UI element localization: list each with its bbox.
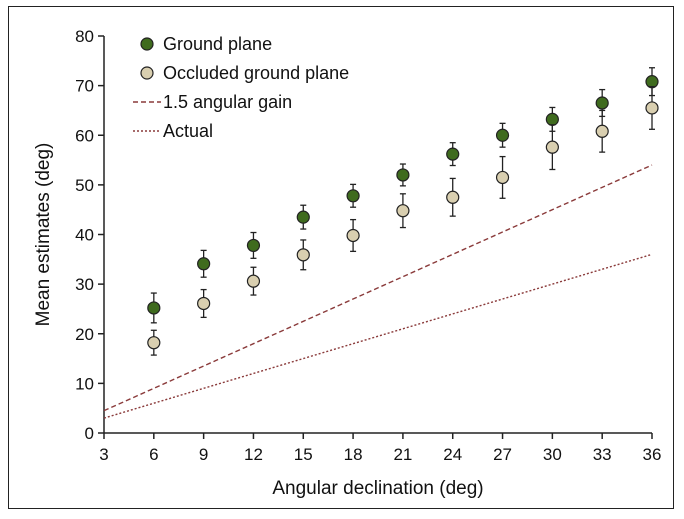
y-tick-label: 0 [85,424,94,443]
x-tick-label: 36 [643,445,662,464]
data-point [246,266,261,296]
series-line-3 [103,253,653,419]
y-tick-label: 10 [75,374,94,393]
data-point [495,122,510,148]
data-point [595,109,609,153]
data-points [147,67,659,356]
x-tick-label: 12 [244,445,263,464]
y-tick-label: 20 [75,325,94,344]
x-tick-label: 18 [344,445,363,464]
y-tick-label: 30 [75,275,94,294]
data-point [396,193,410,229]
series-line-2 [103,164,653,412]
point-marker [296,248,310,262]
point-marker [446,190,460,204]
legend-marker [140,37,154,51]
point-marker [595,124,609,138]
point-marker [545,112,559,126]
data-point [296,239,310,271]
axis-labels: Angular declination (deg) Mean estimates … [33,143,484,499]
data-point [396,163,410,187]
x-tick-label: 9 [199,445,208,464]
data-point [545,124,559,171]
x-tick-label: 24 [443,445,462,464]
point-marker [645,75,659,89]
data-point [346,183,360,208]
point-marker [495,170,510,185]
data-point [495,155,510,199]
y-tick-label: 60 [75,126,94,145]
data-point [446,177,460,217]
data-point [147,329,161,356]
legend-label: Actual [163,121,213,141]
reference-lines [103,164,653,419]
point-marker [296,210,310,224]
x-tick-label: 27 [493,445,512,464]
point-marker [197,296,211,311]
point-marker [396,168,410,182]
chart-figure: 0 10 20 30 40 50 60 70 80 3 6 9 12 15 18 21 24 27 30 33 36 G… [8,6,674,509]
data-point [147,292,161,324]
legend: Ground plane Occluded ground plane 1.5 ang… [133,34,349,141]
point-marker [246,238,261,253]
point-marker [595,96,609,110]
legend-marker [140,66,154,80]
point-marker [346,228,360,243]
point-marker [147,301,161,315]
x-tick-label: 3 [99,445,108,464]
point-marker [246,274,261,288]
y-axis-label: Mean estimates (deg) [33,143,54,327]
x-tick-label: 33 [593,445,612,464]
data-point [446,142,460,167]
x-tick-label: 30 [543,445,562,464]
x-tick-label: 21 [393,445,412,464]
y-tick-label: 40 [75,226,94,245]
data-point [645,85,659,130]
point-marker [545,140,559,154]
legend-label: Ground plane [163,34,272,54]
point-marker [645,101,659,115]
y-tick-label: 70 [75,77,94,96]
x-axis-label: Angular declination (deg) [272,478,483,499]
y-tick-label: 50 [75,176,94,195]
data-point [197,249,211,278]
x-tick-label: 6 [149,445,158,464]
point-marker [147,336,161,350]
y-tick-label: 80 [75,27,94,46]
data-point [197,288,211,319]
point-marker [346,189,360,203]
point-marker [396,204,410,218]
data-point [346,218,360,253]
point-marker [446,147,460,161]
data-point [296,204,310,230]
legend-label: 1.5 angular gain [163,92,292,112]
legend-label: Occluded ground plane [163,63,349,83]
point-marker [197,257,211,271]
data-point [246,231,261,259]
point-marker [495,128,510,142]
x-tick-label: 15 [294,445,313,464]
